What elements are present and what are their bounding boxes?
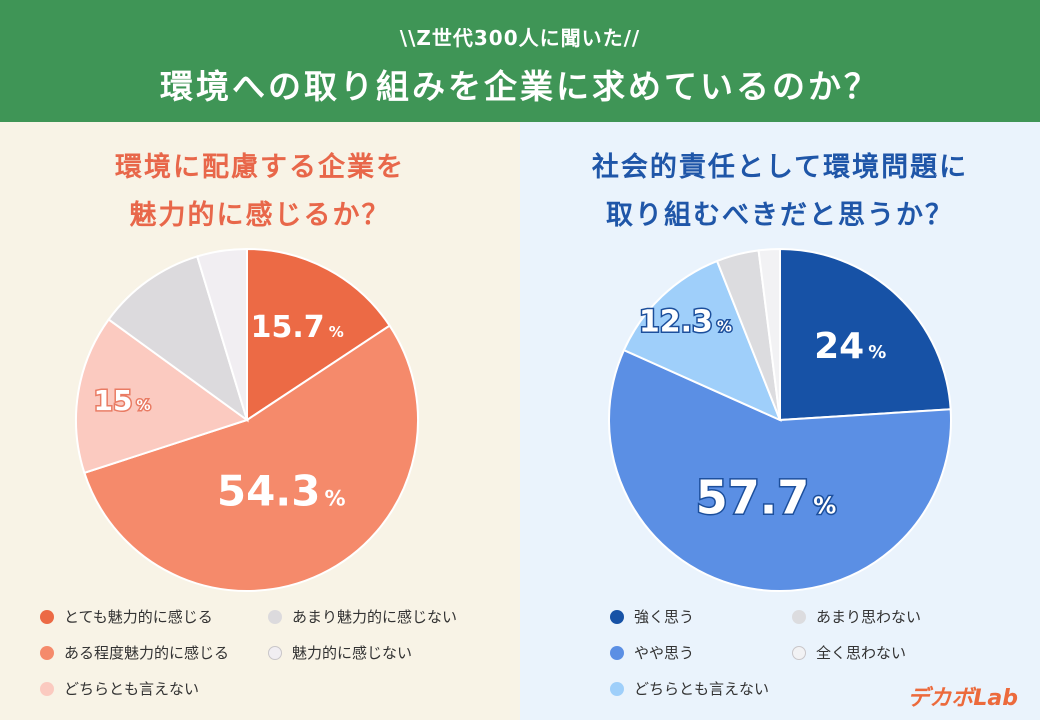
right-pie-label-2: 57.7%	[696, 471, 837, 525]
right-pie-slice-2	[608, 348, 952, 592]
header-title: 環境への取り組みを企業に求めているのか？	[160, 67, 880, 106]
right-pie-slice-5	[757, 247, 781, 421]
left-pie-chart: 15.7 % 54.3 % 15%	[75, 247, 419, 592]
left-pie-label-1: 15.7%	[251, 310, 344, 345]
left-pie-slice-3	[75, 318, 250, 475]
right-pie-label-1: 24%	[814, 326, 886, 367]
left-pie-label-2: 54.3%	[217, 467, 346, 516]
left-question: 環境に配慮する企業を 魅力的に感じるか？	[0, 144, 520, 240]
right-pie-slice-1	[779, 247, 952, 422]
right-question-line-1: 社会的責任として環境問題に	[591, 152, 969, 183]
left-question-line-2: 魅力的に感じるか？	[129, 200, 391, 231]
right-chart-panel: 社会的責任として環境問題に 取り組むべきだと思うか？ 24% 57.7% 12.3%…	[520, 122, 1040, 720]
left-chart-panel: 環境に配慮する企業を 魅力的に感じるか？ 15.7% 54.3% 15% とても魅力…	[0, 122, 520, 720]
left-pie-slice-2	[83, 324, 419, 592]
header-subtitle: \\Z世代300人に聞いた//	[399, 26, 641, 50]
header-banner: \\Z世代300人に聞いた// 環境への取り組みを企業に求めているのか？	[0, 0, 1040, 122]
right-pie-slice-3	[622, 259, 782, 422]
left-pie-slice-1	[246, 247, 392, 422]
left-question-line-1: 環境に配慮する企業を	[115, 152, 405, 183]
left-pie-slice-4	[107, 255, 249, 423]
brand-logo: デカボLab	[907, 686, 1018, 711]
left-pie-slice-5	[195, 247, 248, 421]
right-question: 社会的責任として環境問題に 取り組むべきだと思うか？	[520, 144, 1040, 240]
right-question-line-2: 取り組むべきだと思うか？	[606, 200, 954, 231]
left-pie-label-3: 15%	[94, 384, 151, 417]
right-pie-label-3: 12.3%	[639, 305, 732, 340]
right-pie-chart: 24 % 57.7 % 12.3%	[608, 247, 952, 592]
